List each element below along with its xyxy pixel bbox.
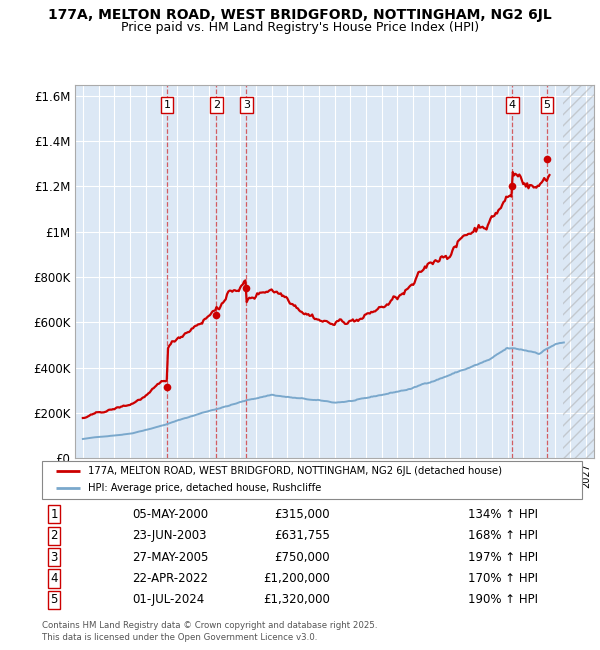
Text: Contains HM Land Registry data © Crown copyright and database right 2025.
This d: Contains HM Land Registry data © Crown c… <box>42 621 377 642</box>
Text: 4: 4 <box>50 572 58 585</box>
Text: 134% ↑ HPI: 134% ↑ HPI <box>468 508 538 521</box>
Text: £631,755: £631,755 <box>274 529 330 542</box>
Bar <box>563 84 594 458</box>
Text: 5: 5 <box>544 100 550 110</box>
Text: 1: 1 <box>164 100 170 110</box>
Text: 170% ↑ HPI: 170% ↑ HPI <box>468 572 538 585</box>
Text: 27-MAY-2005: 27-MAY-2005 <box>132 551 208 564</box>
Text: 168% ↑ HPI: 168% ↑ HPI <box>468 529 538 542</box>
Text: HPI: Average price, detached house, Rushcliffe: HPI: Average price, detached house, Rush… <box>88 484 321 493</box>
Text: Price paid vs. HM Land Registry's House Price Index (HPI): Price paid vs. HM Land Registry's House … <box>121 21 479 34</box>
Text: 05-MAY-2000: 05-MAY-2000 <box>132 508 208 521</box>
Text: £1,200,000: £1,200,000 <box>263 572 330 585</box>
Text: 177A, MELTON ROAD, WEST BRIDGFORD, NOTTINGHAM, NG2 6JL: 177A, MELTON ROAD, WEST BRIDGFORD, NOTTI… <box>48 8 552 22</box>
Text: £1,320,000: £1,320,000 <box>263 593 330 606</box>
Text: 2: 2 <box>50 529 58 542</box>
Bar <box>563 84 594 458</box>
Text: £315,000: £315,000 <box>274 508 330 521</box>
Text: 4: 4 <box>509 100 516 110</box>
Text: 01-JUL-2024: 01-JUL-2024 <box>132 593 204 606</box>
Bar <box>563 84 594 458</box>
Text: 22-APR-2022: 22-APR-2022 <box>132 572 208 585</box>
Text: £750,000: £750,000 <box>274 551 330 564</box>
Text: 23-JUN-2003: 23-JUN-2003 <box>132 529 206 542</box>
Text: 197% ↑ HPI: 197% ↑ HPI <box>468 551 538 564</box>
Text: 1: 1 <box>50 508 58 521</box>
FancyBboxPatch shape <box>42 461 582 499</box>
Text: 5: 5 <box>50 593 58 606</box>
Text: 2: 2 <box>212 100 220 110</box>
Text: 3: 3 <box>50 551 58 564</box>
Text: 3: 3 <box>243 100 250 110</box>
Text: 190% ↑ HPI: 190% ↑ HPI <box>468 593 538 606</box>
Text: 177A, MELTON ROAD, WEST BRIDGFORD, NOTTINGHAM, NG2 6JL (detached house): 177A, MELTON ROAD, WEST BRIDGFORD, NOTTI… <box>88 466 502 476</box>
